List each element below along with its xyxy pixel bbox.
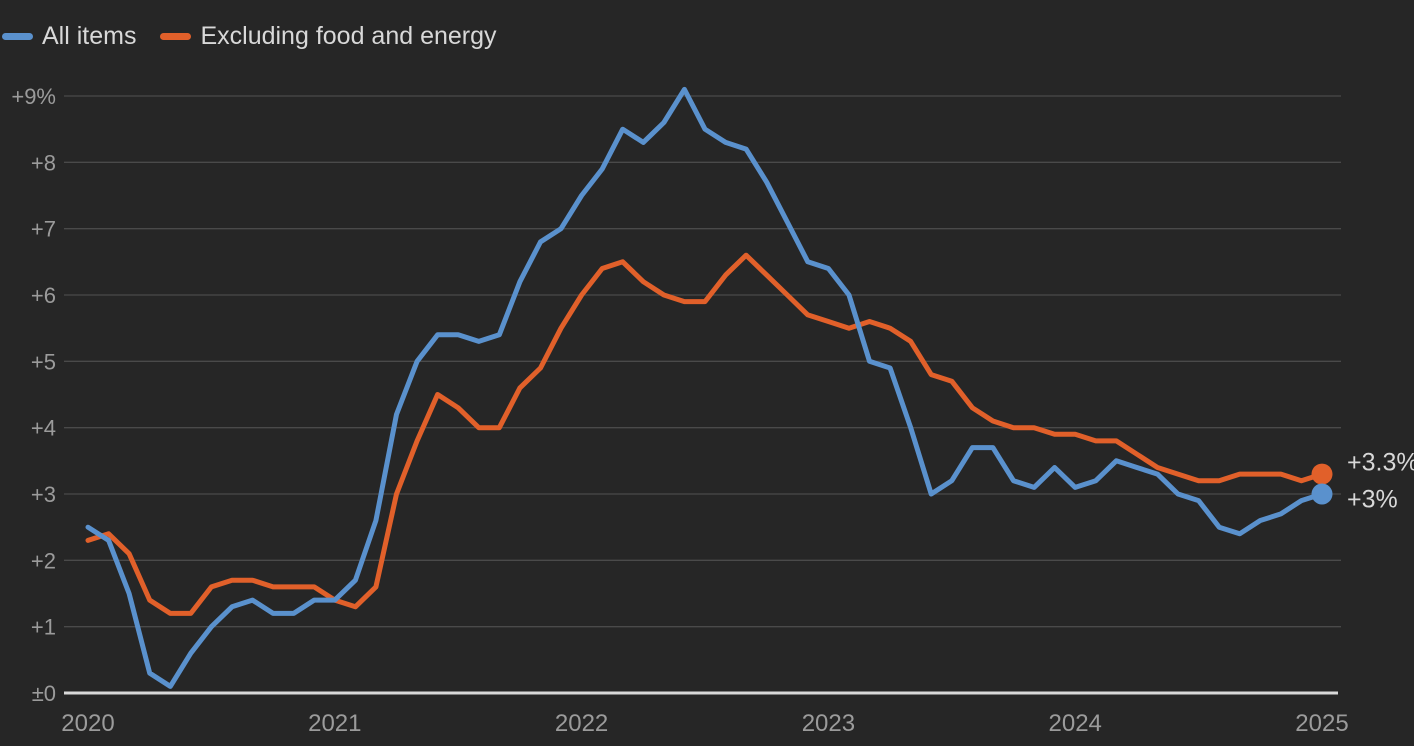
x-axis-tick-label: 2024	[1049, 710, 1102, 737]
y-axis-tick-label: +9%	[11, 84, 56, 109]
x-axis-tick-label: 2020	[61, 710, 114, 737]
series-end-label-all-items: +3%	[1347, 486, 1398, 514]
legend-item-excluding-food-energy: Excluding food and energy	[160, 21, 497, 51]
y-axis-tick-label: +5	[31, 349, 56, 374]
x-axis-tick-label: 2023	[802, 710, 855, 737]
y-axis-tick-label: +1	[31, 615, 56, 640]
y-axis-tick-label: +2	[31, 548, 56, 573]
y-axis-tick-label: +8	[31, 150, 56, 175]
y-axis-tick-label: +3	[31, 482, 56, 507]
legend-swatch-excluding-food-energy	[160, 32, 192, 40]
series-line-excluding-food-and-energy	[85, 252, 1325, 616]
legend-label-all-items: All items	[42, 22, 137, 50]
legend-item-all-items: All items	[2, 21, 136, 51]
y-axis-tick-label: +6	[31, 283, 56, 308]
series-end-dot-core	[1311, 463, 1333, 485]
series-end-label-core: +3.3%	[1347, 449, 1414, 477]
x-axis-tick-label: 2025	[1295, 710, 1348, 737]
legend-swatch-all-items	[2, 32, 33, 40]
y-axis-tick-label: +7	[31, 217, 56, 242]
x-axis-tick-label: 2021	[308, 710, 361, 737]
x-axis-tick-label: 2022	[555, 710, 608, 737]
y-axis-tick-label: +4	[31, 416, 56, 441]
legend-label-excluding-food-energy: Excluding food and energy	[200, 22, 497, 50]
y-axis-tick-label: ±0	[32, 681, 56, 706]
chart-legend: All items Excluding food and energy	[2, 21, 497, 51]
series-end-dot-all-items	[1311, 483, 1333, 505]
series-line-all-items	[85, 86, 1325, 689]
